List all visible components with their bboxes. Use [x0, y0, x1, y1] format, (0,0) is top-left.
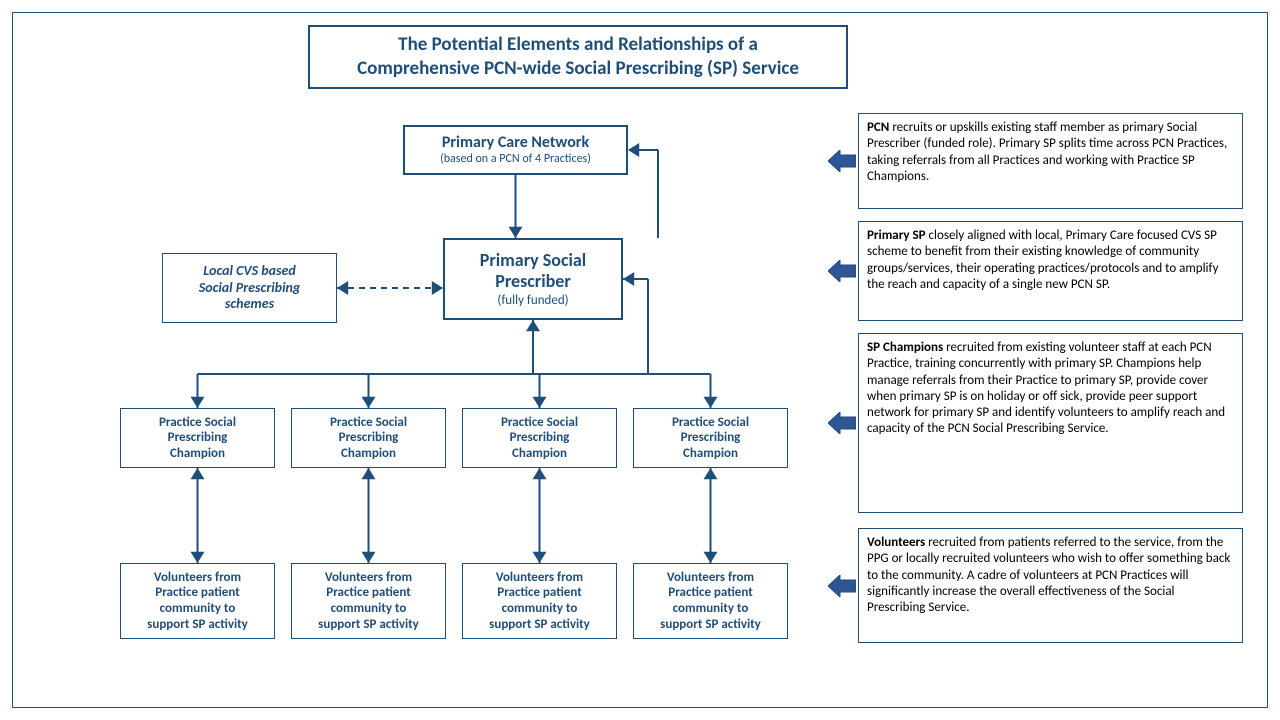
diagram-frame: The Potential Elements and Relationships…: [12, 12, 1268, 708]
connectors: [13, 13, 1267, 707]
